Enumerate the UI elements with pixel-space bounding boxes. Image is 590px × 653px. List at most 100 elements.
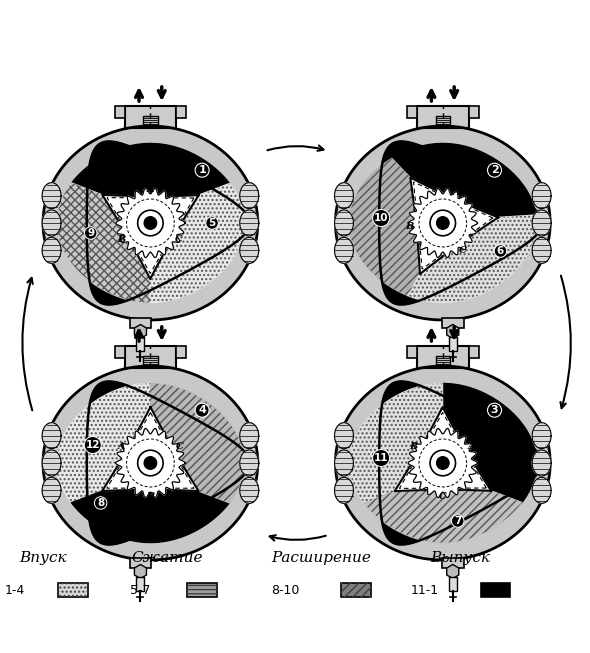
Circle shape bbox=[137, 450, 163, 476]
Text: B: B bbox=[405, 222, 414, 231]
Bar bbox=[481, 583, 510, 597]
Polygon shape bbox=[240, 210, 258, 236]
Polygon shape bbox=[240, 477, 258, 503]
Polygon shape bbox=[447, 325, 459, 338]
Polygon shape bbox=[442, 383, 536, 503]
Bar bbox=[435, 357, 450, 366]
Text: C: C bbox=[175, 441, 183, 451]
Text: 1: 1 bbox=[198, 165, 206, 175]
Text: 5: 5 bbox=[208, 218, 216, 228]
Polygon shape bbox=[57, 183, 150, 302]
Polygon shape bbox=[43, 366, 258, 560]
Polygon shape bbox=[335, 366, 550, 560]
Bar bbox=[130, 318, 152, 328]
Polygon shape bbox=[240, 422, 258, 449]
Text: C: C bbox=[458, 246, 466, 255]
Text: A: A bbox=[117, 441, 125, 451]
Bar bbox=[58, 583, 88, 597]
Bar bbox=[342, 583, 371, 597]
Text: 3: 3 bbox=[491, 406, 499, 415]
Bar bbox=[143, 357, 158, 366]
Polygon shape bbox=[335, 210, 353, 236]
Polygon shape bbox=[43, 126, 258, 320]
Polygon shape bbox=[532, 210, 551, 236]
Bar bbox=[176, 346, 186, 358]
Polygon shape bbox=[447, 564, 459, 579]
Polygon shape bbox=[150, 183, 244, 302]
Bar bbox=[442, 558, 464, 568]
Text: A: A bbox=[468, 441, 476, 451]
Polygon shape bbox=[57, 383, 150, 503]
Polygon shape bbox=[408, 428, 477, 498]
Bar bbox=[143, 116, 158, 126]
Text: Сжатие: Сжатие bbox=[132, 551, 203, 565]
Polygon shape bbox=[532, 422, 551, 449]
Bar bbox=[342, 583, 371, 597]
Polygon shape bbox=[335, 237, 353, 263]
Polygon shape bbox=[116, 428, 185, 498]
Bar bbox=[114, 346, 124, 358]
Polygon shape bbox=[102, 407, 199, 491]
Polygon shape bbox=[364, 490, 522, 543]
Text: C: C bbox=[175, 235, 183, 244]
Circle shape bbox=[137, 210, 163, 236]
Text: 11-1: 11-1 bbox=[411, 584, 439, 596]
Text: 1-4: 1-4 bbox=[5, 584, 25, 596]
Polygon shape bbox=[532, 237, 551, 263]
Bar bbox=[124, 346, 176, 368]
Bar bbox=[130, 558, 152, 568]
Text: 2: 2 bbox=[491, 165, 499, 175]
Bar bbox=[136, 337, 145, 351]
Polygon shape bbox=[408, 215, 536, 302]
Bar bbox=[417, 106, 468, 128]
Text: A: A bbox=[147, 185, 155, 194]
Polygon shape bbox=[240, 237, 258, 263]
Polygon shape bbox=[335, 183, 353, 209]
Bar bbox=[176, 106, 186, 118]
Text: 6: 6 bbox=[497, 246, 504, 256]
Bar bbox=[58, 583, 88, 597]
Polygon shape bbox=[42, 422, 61, 449]
Polygon shape bbox=[240, 450, 258, 476]
Text: Выпуск: Выпуск bbox=[431, 551, 491, 565]
Polygon shape bbox=[335, 477, 353, 503]
Bar bbox=[468, 106, 478, 118]
Polygon shape bbox=[87, 142, 250, 304]
Text: Впуск: Впуск bbox=[19, 551, 67, 565]
Circle shape bbox=[144, 456, 157, 470]
Text: A: A bbox=[453, 188, 460, 197]
Text: 11: 11 bbox=[374, 453, 388, 463]
Polygon shape bbox=[71, 490, 230, 543]
Polygon shape bbox=[532, 183, 551, 209]
Polygon shape bbox=[42, 237, 61, 263]
Polygon shape bbox=[116, 189, 185, 257]
Polygon shape bbox=[135, 564, 146, 579]
Circle shape bbox=[437, 217, 449, 229]
Polygon shape bbox=[42, 183, 61, 209]
Text: B: B bbox=[146, 492, 155, 501]
Text: 7: 7 bbox=[454, 516, 461, 526]
Polygon shape bbox=[532, 477, 551, 503]
Text: 10: 10 bbox=[374, 213, 388, 223]
Text: 5-7: 5-7 bbox=[130, 584, 150, 596]
Text: B: B bbox=[117, 235, 126, 244]
Text: Расширение: Расширение bbox=[271, 551, 371, 565]
Text: B: B bbox=[409, 442, 418, 451]
Text: 12: 12 bbox=[86, 440, 100, 450]
Polygon shape bbox=[42, 450, 61, 476]
Text: 9: 9 bbox=[87, 228, 94, 238]
Bar bbox=[449, 337, 457, 351]
Bar bbox=[124, 106, 176, 128]
Bar bbox=[187, 583, 217, 597]
Circle shape bbox=[437, 456, 449, 470]
Bar bbox=[114, 106, 124, 118]
Bar bbox=[442, 318, 464, 328]
Polygon shape bbox=[410, 178, 498, 274]
Polygon shape bbox=[335, 422, 353, 449]
Text: 8: 8 bbox=[97, 498, 104, 508]
Circle shape bbox=[430, 450, 455, 476]
Polygon shape bbox=[135, 325, 146, 338]
Polygon shape bbox=[335, 450, 353, 476]
Polygon shape bbox=[379, 381, 542, 545]
Polygon shape bbox=[87, 381, 250, 545]
